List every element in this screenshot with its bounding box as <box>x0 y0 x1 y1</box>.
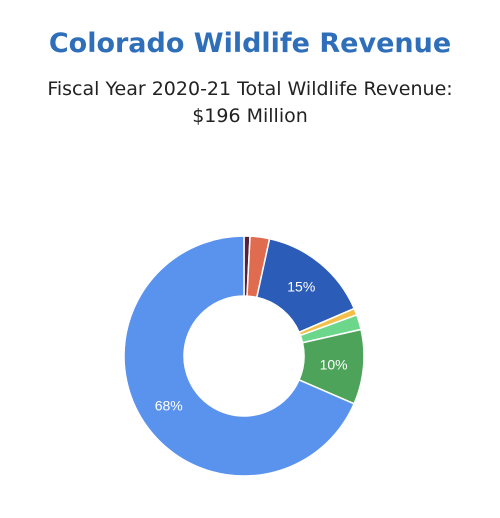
donut-slice-6[interactable] <box>123 235 356 477</box>
subtitle-line-2: $196 Million <box>192 105 308 127</box>
slice-label-2: 15% <box>287 279 315 295</box>
subtitle-line-1: Fiscal Year 2020-21 Total Wildlife Reven… <box>47 78 453 100</box>
chart-title: Colorado Wildlife Revenue <box>48 28 452 59</box>
slice-label-5: 10% <box>320 356 348 372</box>
slice-label-6: 68% <box>155 397 183 413</box>
chart-subtitle: Fiscal Year 2020-21 Total Wildlife Reven… <box>0 76 500 130</box>
